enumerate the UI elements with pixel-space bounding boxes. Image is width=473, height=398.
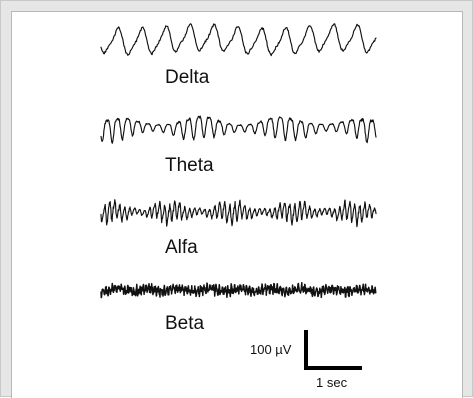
alfa-wave-trace [100,199,377,228]
amplitude-scale-bar [304,330,308,370]
amplitude-scale-label: 100 µV [250,342,292,357]
delta-label: Delta [165,67,210,88]
beta-wave-trace [100,282,377,299]
figure-panel [11,11,463,398]
theta-wave-trace [100,115,377,144]
alfa-label: Alfa [165,237,198,258]
theta-label: Theta [165,155,214,176]
time-scale-label: 1 sec [316,375,348,390]
time-scale-bar [304,366,362,370]
beta-label: Beta [165,313,205,334]
delta-wave-trace [100,23,377,57]
